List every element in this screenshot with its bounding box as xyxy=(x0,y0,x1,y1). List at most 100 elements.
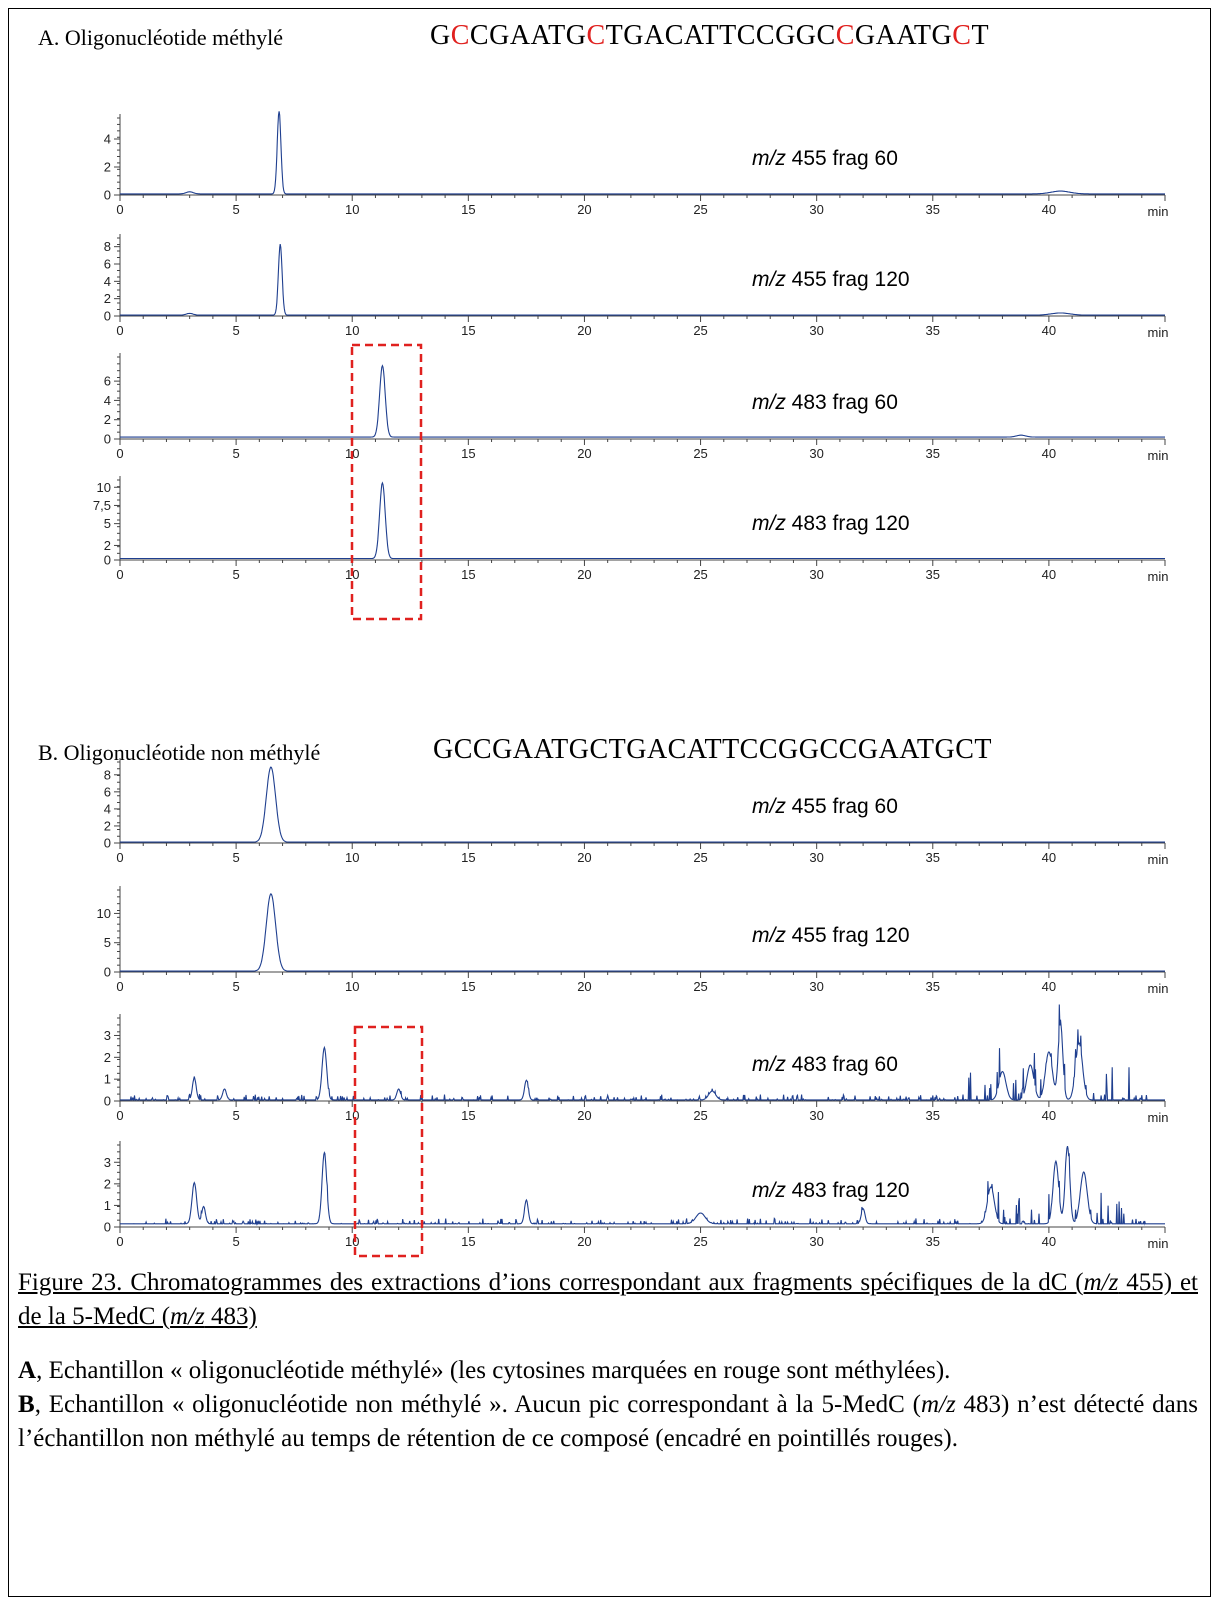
x-tick-label: 0 xyxy=(116,979,123,994)
y-tick-label: 0 xyxy=(104,188,111,203)
x-tick-label: 30 xyxy=(809,202,823,217)
trace-label-mz: m/z xyxy=(752,147,786,170)
x-tick-label: 0 xyxy=(116,567,123,582)
trace-label-mz: m/z xyxy=(752,795,786,818)
ion-trace xyxy=(120,481,1165,560)
chromatogram-panel-b-3: 0 5 10 15 20 25 30 35 40 min 0 1 2 3 m/z 483 frag 60 xyxy=(104,1004,1168,1125)
y-tick-label: 2 xyxy=(104,160,111,175)
methylated-cytosine: C xyxy=(952,20,972,51)
x-tick-label: 40 xyxy=(1042,850,1056,865)
y-tick-label: 8 xyxy=(104,239,111,254)
x-tick-label: 35 xyxy=(926,323,940,338)
x-unit-label: min xyxy=(1148,1236,1169,1251)
x-unit-label: min xyxy=(1148,204,1169,219)
x-tick-label: 25 xyxy=(693,850,707,865)
caption-b-text: , Echantillon « oligonucléotide non méth… xyxy=(34,1391,921,1418)
ion-trace xyxy=(120,892,1165,972)
y-tick-label: 0 xyxy=(104,836,111,851)
x-tick-label: 35 xyxy=(926,850,940,865)
ion-trace xyxy=(120,364,1165,438)
x-tick-label: 40 xyxy=(1042,1108,1056,1123)
x-tick-label: 5 xyxy=(232,202,239,217)
trace-label-mz: m/z xyxy=(752,391,786,414)
trace-label-value: 455 frag 60 xyxy=(786,795,898,818)
x-unit-label: min xyxy=(1148,981,1169,996)
y-tick-label: 2 xyxy=(104,291,111,306)
y-tick-label: 6 xyxy=(104,374,111,389)
x-tick-label: 30 xyxy=(809,979,823,994)
x-tick-label: 5 xyxy=(232,567,239,582)
x-tick-label: 10 xyxy=(345,850,359,865)
ion-trace xyxy=(120,766,1165,843)
ion-trace xyxy=(120,244,1165,316)
x-tick-label: 20 xyxy=(577,850,591,865)
trace-label: m/z 483 frag 60 xyxy=(752,1053,898,1076)
highlight-box-a xyxy=(350,343,423,621)
trace-label-mz: m/z xyxy=(752,1179,786,1202)
y-tick-label: 4 xyxy=(104,274,111,289)
trace-label: m/z 455 frag 60 xyxy=(752,795,898,818)
trace-label: m/z 455 frag 120 xyxy=(752,268,910,291)
x-tick-label: 15 xyxy=(461,202,475,217)
x-tick-label: 10 xyxy=(345,202,359,217)
y-tick-label: 3 xyxy=(104,1028,111,1043)
x-tick-label: 15 xyxy=(461,323,475,338)
y-tick-label: 10 xyxy=(97,906,111,921)
methylated-cytosine: C xyxy=(835,20,855,51)
y-tick-label: 0 xyxy=(104,553,111,568)
x-tick-label: 40 xyxy=(1042,202,1056,217)
section-a-sequence: GCCGAATGCTGACATTCCGGCCGAATGCT xyxy=(430,20,989,52)
x-tick-label: 10 xyxy=(345,1234,359,1249)
trace-label: m/z 483 frag 120 xyxy=(752,512,910,535)
y-tick-label: 4 xyxy=(104,393,111,408)
x-tick-label: 20 xyxy=(577,1108,591,1123)
sequence-segment: CGAATG xyxy=(469,20,587,51)
section-b-sequence: GCCGAATGCTGACATTCCGGCCGAATGCT xyxy=(433,734,992,766)
sequence-segment: GCCGAATGCTGACATTCCGGCCGAATGCT xyxy=(433,734,992,765)
x-tick-label: 20 xyxy=(577,446,591,461)
x-tick-label: 35 xyxy=(926,979,940,994)
x-tick-label: 25 xyxy=(693,202,707,217)
x-tick-label: 15 xyxy=(461,567,475,582)
x-tick-label: 20 xyxy=(577,1234,591,1249)
caption-a-label: A xyxy=(18,1357,37,1384)
trace-label-value: 483 frag 120 xyxy=(786,1179,910,1202)
trace-label: m/z 483 frag 60 xyxy=(752,391,898,414)
x-tick-label: 40 xyxy=(1042,323,1056,338)
x-tick-label: 5 xyxy=(232,1234,239,1249)
figure-frame xyxy=(8,8,1211,1597)
y-tick-label: 7,5 xyxy=(93,498,111,513)
x-tick-label: 25 xyxy=(693,1108,707,1123)
x-tick-label: 10 xyxy=(345,979,359,994)
x-tick-label: 15 xyxy=(461,1234,475,1249)
chromatogram-panel-a-1: 0 5 10 15 20 25 30 35 40 min 0 2 4 m/z 455 frag 60 xyxy=(104,111,1169,219)
highlight-box-b xyxy=(353,1025,424,1258)
trace-label-value: 455 frag 60 xyxy=(786,147,898,170)
x-tick-label: 40 xyxy=(1042,446,1056,461)
x-tick-label: 30 xyxy=(809,446,823,461)
x-unit-label: min xyxy=(1148,569,1169,584)
x-tick-label: 20 xyxy=(577,979,591,994)
chromatogram-panel-b-2: 0 5 10 15 20 25 30 35 40 min 0 5 10 m/z 455 frag 120 xyxy=(97,886,1169,996)
x-tick-label: 30 xyxy=(809,567,823,582)
chromatogram-panel-b-1: 0 5 10 15 20 25 30 35 40 min 0 2 4 6 8 m/z 455 frag 60 xyxy=(104,758,1168,867)
trace-label-mz: m/z xyxy=(752,512,786,535)
x-tick-label: 20 xyxy=(577,567,591,582)
x-tick-label: 5 xyxy=(232,979,239,994)
y-tick-label: 10 xyxy=(97,480,111,495)
x-tick-label: 30 xyxy=(809,850,823,865)
x-tick-label: 35 xyxy=(926,1108,940,1123)
ion-trace xyxy=(120,111,1165,195)
y-tick-label: 8 xyxy=(104,767,111,782)
x-tick-label: 15 xyxy=(461,1108,475,1123)
x-tick-label: 0 xyxy=(116,1108,123,1123)
x-tick-label: 30 xyxy=(809,1234,823,1249)
x-tick-label: 5 xyxy=(232,323,239,338)
x-tick-label: 5 xyxy=(232,446,239,461)
x-unit-label: min xyxy=(1148,448,1169,463)
x-tick-label: 40 xyxy=(1042,1234,1056,1249)
y-tick-label: 4 xyxy=(104,801,111,816)
